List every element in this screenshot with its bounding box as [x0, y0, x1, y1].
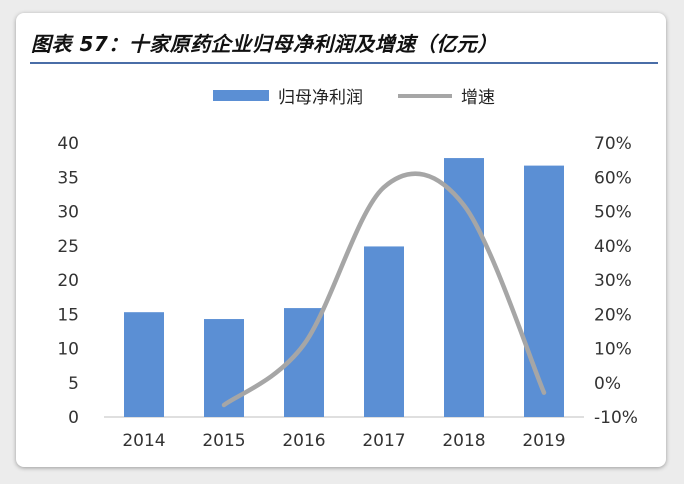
y-left-tick-label: 15 [57, 305, 79, 325]
legend-bar-label: 归母净利润 [278, 88, 363, 108]
y-left-tick-label: 0 [68, 408, 79, 428]
title-divider [30, 62, 658, 64]
x-tick-label-2014: 2014 [122, 431, 165, 451]
growth-rate-line [221, 171, 547, 408]
x-tick-label-2015: 2015 [202, 431, 245, 451]
x-tick-label-2016: 2016 [282, 431, 325, 451]
bar-2014 [124, 312, 164, 417]
chart: 归母净利润 增速 2014 2015 2016 2017 2018 20190510152… [57, 88, 638, 451]
bar-2019 [524, 165, 564, 417]
page-title: 图表 57：十家原药企业归母净利润及增速（亿元） [31, 32, 498, 56]
y-right-tick-label: 20% [594, 305, 632, 325]
y-left-tick-label: 25 [57, 237, 79, 257]
y-left-tick-label: 30 [57, 203, 79, 223]
y-right-tick-label: 10% [594, 340, 632, 360]
x-tick-label-2019: 2019 [522, 431, 565, 451]
y-right-tick-label: 70% [594, 134, 632, 154]
y-left-tick-label: 10 [57, 340, 79, 360]
y-right-tick-label: 0% [594, 374, 621, 394]
bar-2015 [204, 319, 244, 417]
y-right-tick-label: 30% [594, 271, 632, 291]
legend-line-label: 增速 [461, 88, 495, 108]
y-left-tick-label: 40 [57, 134, 79, 154]
y-right-tick-label: -10% [594, 408, 638, 428]
x-tick-label-2017: 2017 [362, 431, 405, 451]
y-left-tick-label: 35 [57, 168, 79, 188]
legend: 归母净利润 增速 [213, 88, 495, 108]
legend-bar-swatch [213, 90, 269, 101]
y-right-tick-label: 50% [594, 203, 632, 223]
y-left-tick-label: 20 [57, 271, 79, 291]
plot-area: 2014 2015 2016 2017 2018 2019 0 5 10 15 20 25 30 35 40… [57, 134, 638, 451]
y-right-tick-label: 60% [594, 168, 632, 188]
chart-card: 图表 57：十家原药企业归母净利润及增速（亿元） 归母净利润 增速 2014 20… [16, 13, 666, 467]
bar-2018 [444, 158, 484, 417]
x-tick-label-2018: 2018 [442, 431, 485, 451]
y-left-tick-label: 5 [68, 374, 79, 394]
y-right-tick-label: 40% [594, 237, 632, 257]
bar-2017 [364, 246, 404, 417]
